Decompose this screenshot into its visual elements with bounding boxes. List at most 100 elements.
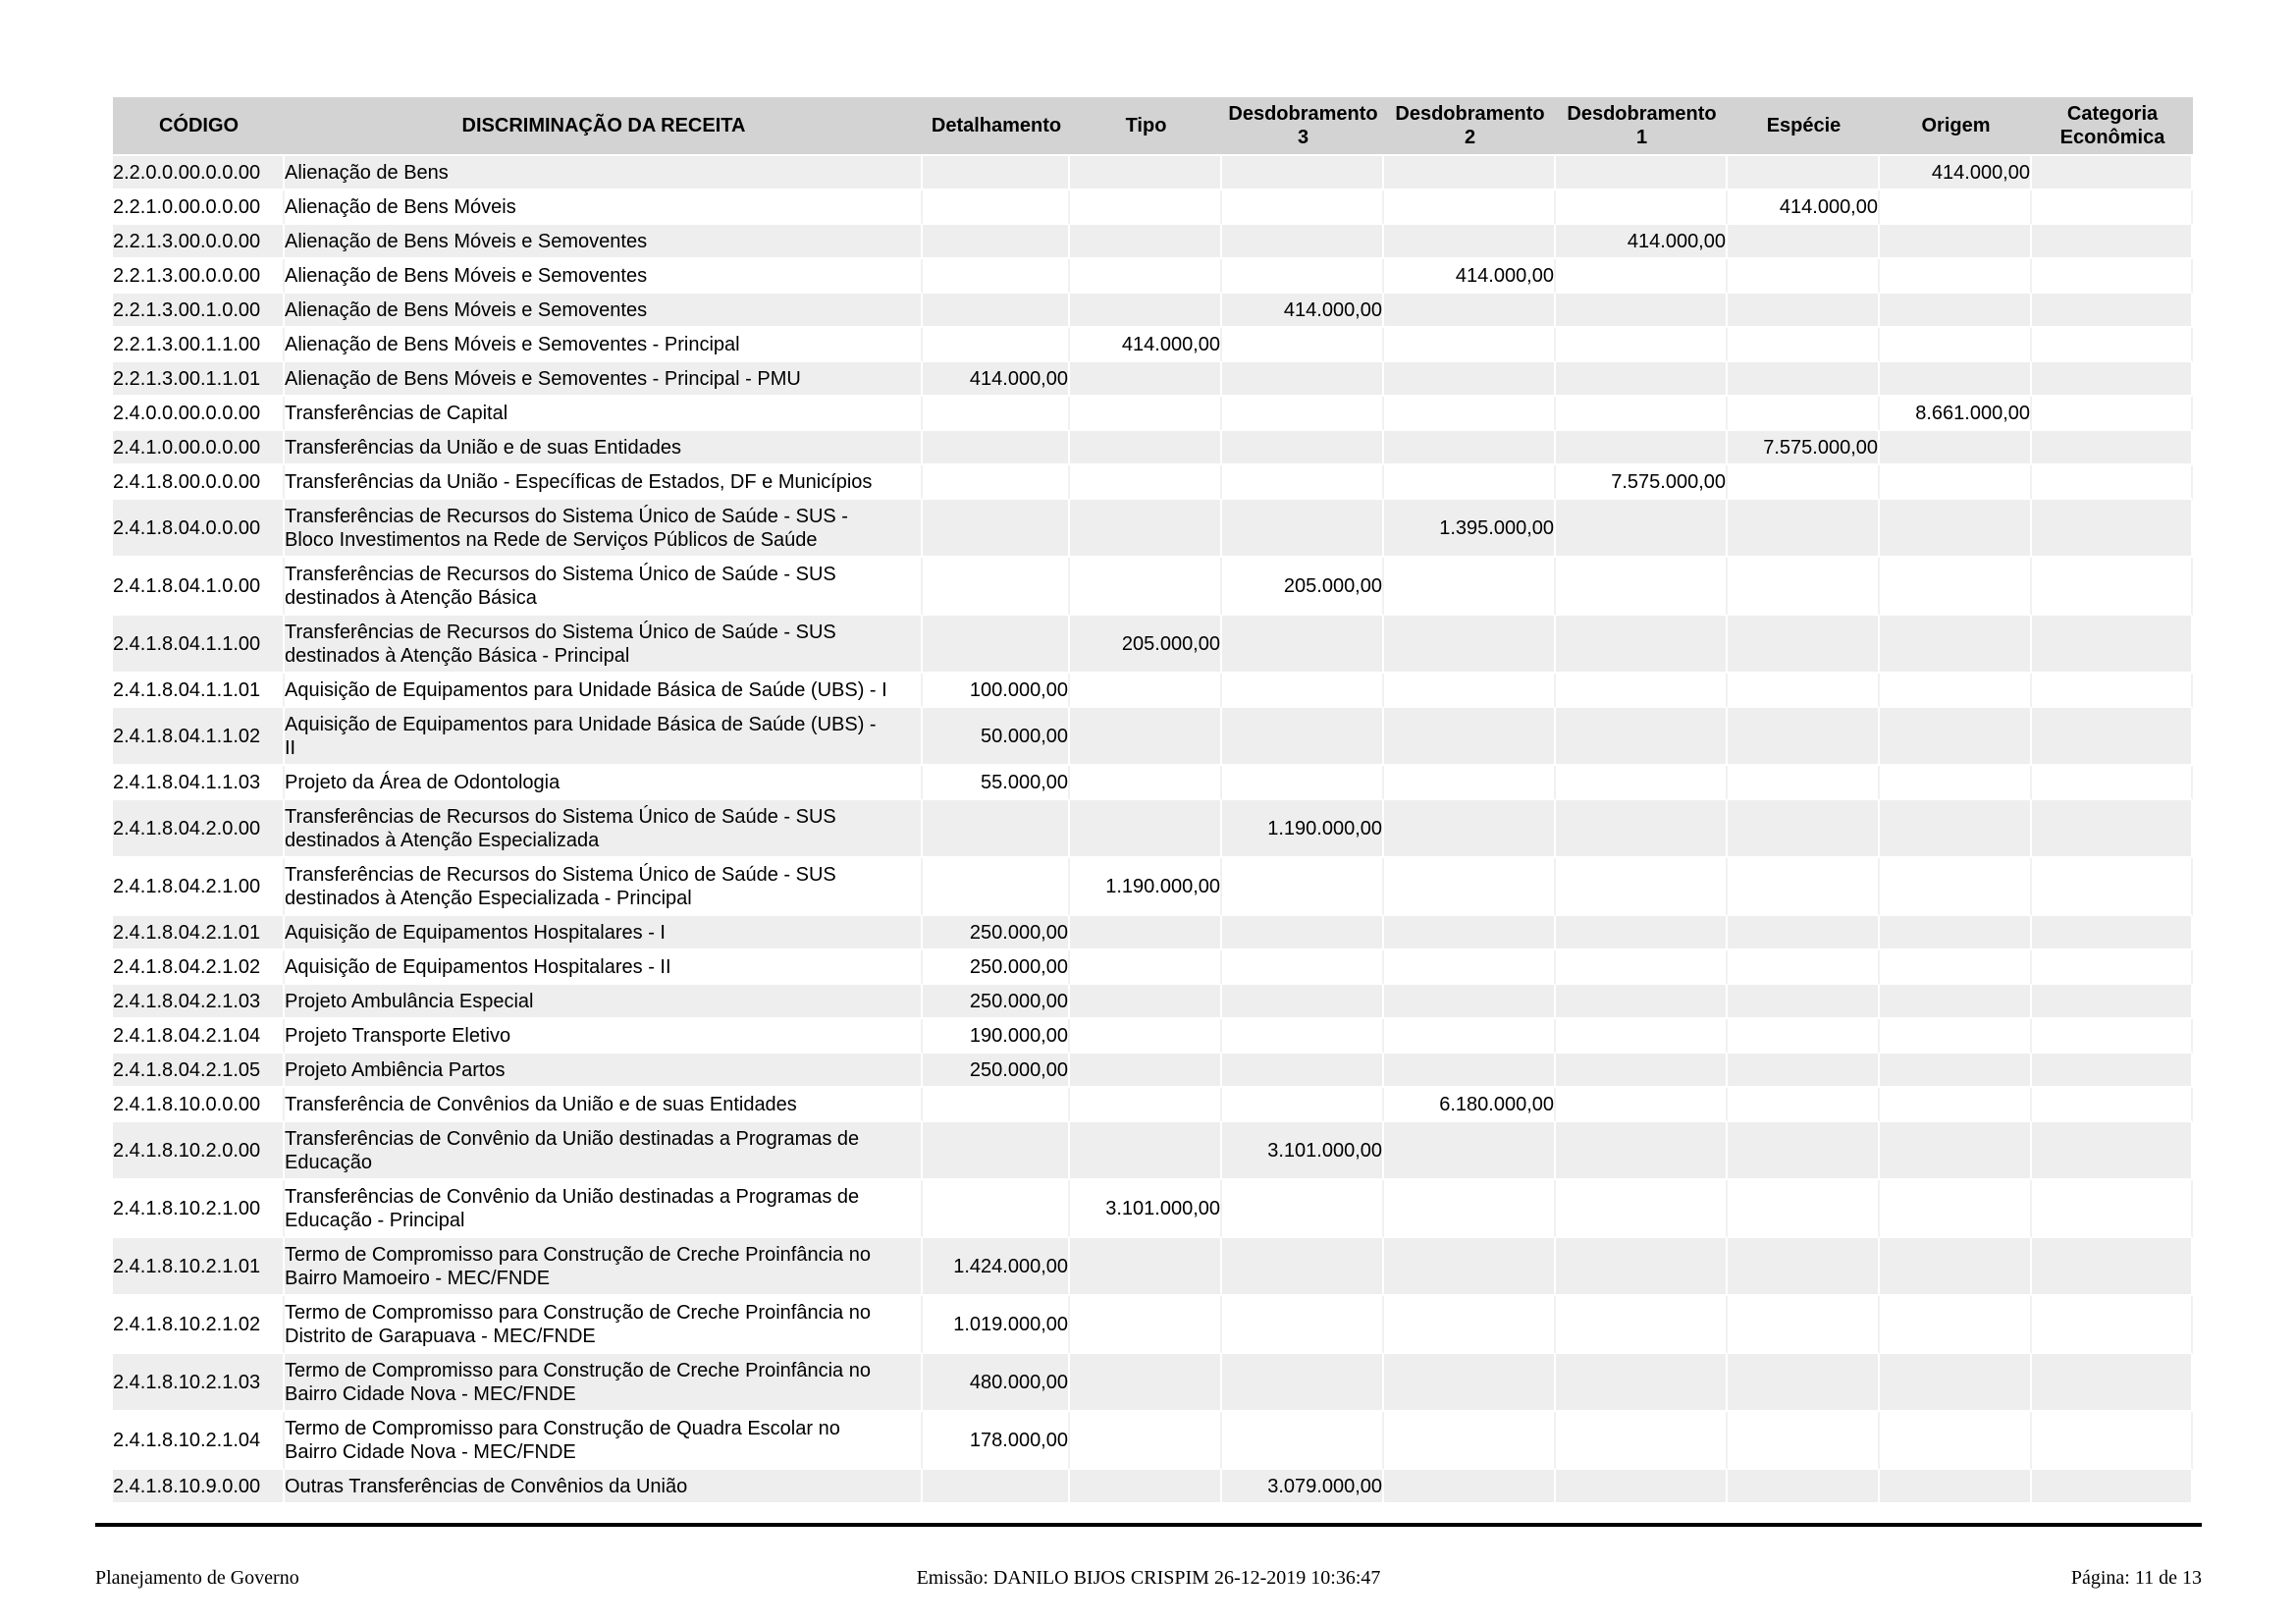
cell-desdobramento1 bbox=[1556, 1296, 1728, 1354]
cell-origem bbox=[1880, 1054, 2032, 1088]
cell-origem bbox=[1880, 674, 2032, 708]
cell-codigo: 2.4.1.8.04.1.0.00 bbox=[113, 558, 285, 616]
cell-tipo bbox=[1070, 1054, 1222, 1088]
cell-desdobramento2 bbox=[1384, 397, 1556, 431]
table-row: 2.4.1.8.04.2.1.00 Transferências de Recur… bbox=[113, 858, 2193, 916]
cell-codigo: 2.2.1.3.00.1.0.00 bbox=[113, 294, 285, 328]
cell-origem bbox=[1880, 190, 2032, 225]
table-header-row: CÓDIGO DISCRIMINAÇÃO DA RECEITA Detalhamen… bbox=[113, 97, 2193, 156]
cell-desdobramento2 bbox=[1384, 985, 1556, 1019]
cell-desdobramento3 bbox=[1222, 1088, 1384, 1122]
cell-codigo: 2.4.1.8.10.0.0.00 bbox=[113, 1088, 285, 1122]
cell-desdobramento3 bbox=[1222, 397, 1384, 431]
cell-categoria_economica bbox=[2032, 431, 2193, 465]
cell-origem bbox=[1880, 1238, 2032, 1296]
column-header-detalhamento: Detalhamento bbox=[923, 97, 1070, 156]
cell-desdobramento3 bbox=[1222, 916, 1384, 950]
cell-especie bbox=[1728, 225, 1880, 259]
cell-origem bbox=[1880, 328, 2032, 362]
table-row: 2.2.1.0.00.0.0.00 Alienação de Bens Móvei… bbox=[113, 190, 2193, 225]
table-row: 2.4.1.8.04.2.1.04 Projeto Transporte Elet… bbox=[113, 1019, 2193, 1054]
cell-origem bbox=[1880, 916, 2032, 950]
cell-codigo: 2.4.1.8.00.0.0.00 bbox=[113, 465, 285, 500]
cell-desdobramento3 bbox=[1222, 259, 1384, 294]
cell-tipo bbox=[1070, 1470, 1222, 1504]
revenue-table: CÓDIGO DISCRIMINAÇÃO DA RECEITA Detalhamen… bbox=[113, 97, 2193, 1504]
cell-detalhamento: 1.019.000,00 bbox=[923, 1296, 1070, 1354]
cell-desdobramento1 bbox=[1556, 674, 1728, 708]
cell-desdobramento2 bbox=[1384, 1180, 1556, 1238]
cell-desdobramento3: 1.190.000,00 bbox=[1222, 800, 1384, 858]
cell-desdobramento2 bbox=[1384, 1412, 1556, 1470]
cell-tipo bbox=[1070, 1122, 1222, 1180]
cell-especie bbox=[1728, 1296, 1880, 1354]
cell-detalhamento bbox=[923, 190, 1070, 225]
cell-desdobramento3 bbox=[1222, 1180, 1384, 1238]
cell-detalhamento: 250.000,00 bbox=[923, 985, 1070, 1019]
cell-categoria_economica bbox=[2032, 1412, 2193, 1470]
cell-origem bbox=[1880, 259, 2032, 294]
cell-desdobramento1 bbox=[1556, 950, 1728, 985]
cell-desdobramento2 bbox=[1384, 328, 1556, 362]
cell-desdobramento1 bbox=[1556, 259, 1728, 294]
cell-desdobramento3 bbox=[1222, 616, 1384, 674]
cell-origem bbox=[1880, 858, 2032, 916]
cell-desdobramento3 bbox=[1222, 858, 1384, 916]
cell-tipo bbox=[1070, 558, 1222, 616]
cell-desdobramento3 bbox=[1222, 362, 1384, 397]
cell-tipo: 414.000,00 bbox=[1070, 328, 1222, 362]
cell-desdobramento2 bbox=[1384, 766, 1556, 800]
cell-origem bbox=[1880, 1296, 2032, 1354]
cell-origem bbox=[1880, 616, 2032, 674]
cell-discriminacao: Transferências de Convênio da União dest… bbox=[285, 1122, 923, 1180]
cell-especie bbox=[1728, 465, 1880, 500]
cell-tipo bbox=[1070, 362, 1222, 397]
cell-categoria_economica bbox=[2032, 465, 2193, 500]
cell-codigo: 2.2.1.3.00.1.1.00 bbox=[113, 328, 285, 362]
cell-categoria_economica bbox=[2032, 397, 2193, 431]
cell-origem bbox=[1880, 225, 2032, 259]
cell-desdobramento2 bbox=[1384, 190, 1556, 225]
cell-origem: 414.000,00 bbox=[1880, 156, 2032, 190]
cell-tipo bbox=[1070, 1296, 1222, 1354]
column-header-categoria_economica: Categoria Econômica bbox=[2032, 97, 2193, 156]
cell-discriminacao: Transferência de Convênios da União e de… bbox=[285, 1088, 923, 1122]
cell-codigo: 2.4.1.8.10.9.0.00 bbox=[113, 1470, 285, 1504]
cell-desdobramento2 bbox=[1384, 225, 1556, 259]
cell-especie: 7.575.000,00 bbox=[1728, 431, 1880, 465]
cell-tipo bbox=[1070, 1412, 1222, 1470]
cell-desdobramento2 bbox=[1384, 916, 1556, 950]
cell-discriminacao: Termo de Compromisso para Construção de … bbox=[285, 1354, 923, 1412]
cell-categoria_economica bbox=[2032, 1354, 2193, 1412]
cell-desdobramento1 bbox=[1556, 1088, 1728, 1122]
table-row: 2.4.1.8.04.2.1.02 Aquisição de Equipament… bbox=[113, 950, 2193, 985]
cell-desdobramento1: 414.000,00 bbox=[1556, 225, 1728, 259]
cell-desdobramento3 bbox=[1222, 156, 1384, 190]
table-row: 2.4.1.8.10.2.1.03 Termo de Compromisso pa… bbox=[113, 1354, 2193, 1412]
column-header-especie: Espécie bbox=[1728, 97, 1880, 156]
cell-categoria_economica bbox=[2032, 1470, 2193, 1504]
cell-desdobramento1 bbox=[1556, 616, 1728, 674]
table-row: 2.4.1.8.10.2.1.00 Transferências de Convê… bbox=[113, 1180, 2193, 1238]
table-row: 2.2.1.3.00.1.1.00 Alienação de Bens Móvei… bbox=[113, 328, 2193, 362]
cell-categoria_economica bbox=[2032, 616, 2193, 674]
cell-especie bbox=[1728, 1412, 1880, 1470]
cell-desdobramento2 bbox=[1384, 1238, 1556, 1296]
cell-discriminacao: Aquisição de Equipamentos Hospitalares -… bbox=[285, 916, 923, 950]
cell-desdobramento1 bbox=[1556, 1470, 1728, 1504]
cell-desdobramento2 bbox=[1384, 1296, 1556, 1354]
cell-categoria_economica bbox=[2032, 362, 2193, 397]
cell-codigo: 2.4.1.8.04.2.0.00 bbox=[113, 800, 285, 858]
cell-discriminacao: Termo de Compromisso para Construção de … bbox=[285, 1296, 923, 1354]
cell-tipo bbox=[1070, 1088, 1222, 1122]
cell-desdobramento1 bbox=[1556, 1354, 1728, 1412]
cell-tipo bbox=[1070, 500, 1222, 558]
cell-desdobramento2 bbox=[1384, 858, 1556, 916]
cell-codigo: 2.4.1.8.10.2.1.03 bbox=[113, 1354, 285, 1412]
table-row: 2.4.1.8.04.2.0.00 Transferências de Recur… bbox=[113, 800, 2193, 858]
cell-desdobramento3 bbox=[1222, 1296, 1384, 1354]
cell-codigo: 2.4.1.8.10.2.1.00 bbox=[113, 1180, 285, 1238]
cell-desdobramento3: 205.000,00 bbox=[1222, 558, 1384, 616]
cell-codigo: 2.4.1.8.10.2.1.04 bbox=[113, 1412, 285, 1470]
cell-detalhamento: 250.000,00 bbox=[923, 950, 1070, 985]
